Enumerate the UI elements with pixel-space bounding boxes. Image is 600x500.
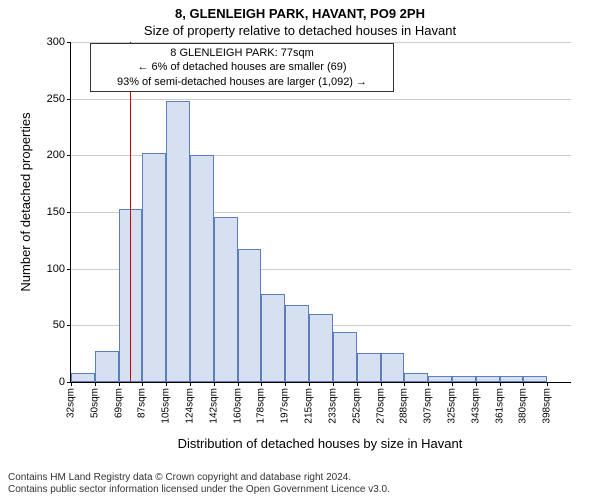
histogram-bar [333,332,357,382]
property-annotation: 8 GLENLEIGH PARK: 77sqm ← 6% of detached… [90,43,394,92]
y-axis-label: Number of detached properties [18,102,33,302]
xtick-label: 380sqm [518,388,529,424]
xtick-label: 105sqm [161,388,172,424]
ytick-mark [67,325,71,326]
xtick-label: 87sqm [137,388,148,418]
attribution-line1: Contains HM Land Registry data © Crown c… [8,472,592,484]
xtick-mark [71,382,72,386]
property-marker-line [130,42,131,382]
xtick-label: 32sqm [66,388,77,418]
ytick-label: 250 [47,93,65,105]
histogram-bar [95,351,119,382]
xtick-mark [309,382,310,386]
histogram-bar [238,249,262,382]
ytick-mark [67,155,71,156]
xtick-mark [285,382,286,386]
xtick-mark [357,382,358,386]
xtick-label: 343sqm [470,388,481,424]
ytick-label: 200 [47,149,65,161]
xtick-mark [381,382,382,386]
xtick-mark [95,382,96,386]
xtick-label: 233sqm [327,388,338,424]
gridline [71,99,571,100]
xtick-mark [428,382,429,386]
xtick-label: 178sqm [256,388,267,424]
histogram-bar [452,376,476,382]
histogram-bar [166,101,190,382]
xtick-mark [500,382,501,386]
xtick-mark [238,382,239,386]
attribution-line2: Contains public sector information licen… [8,484,592,496]
xtick-label: 270sqm [375,388,386,424]
page-subtitle: Size of property relative to detached ho… [0,21,600,42]
histogram-bar [214,217,238,382]
histogram-bar [428,376,452,382]
x-axis-label: Distribution of detached houses by size … [70,436,570,451]
annotation-line2: ← 6% of detached houses are smaller (69) [97,60,387,74]
xtick-label: 160sqm [232,388,243,424]
ytick-label: 50 [53,319,65,331]
ytick-mark [67,269,71,270]
xtick-label: 69sqm [113,388,124,418]
histogram-bar [523,376,547,382]
xtick-mark [214,382,215,386]
histogram-chart: 05010015020025030032sqm50sqm69sqm87sqm10… [70,42,571,383]
xtick-label: 288sqm [399,388,410,424]
histogram-bar [71,373,95,382]
histogram-bar [404,373,428,382]
ytick-label: 0 [59,376,65,388]
ytick-mark [67,99,71,100]
xtick-label: 50sqm [89,388,100,418]
xtick-mark [476,382,477,386]
histogram-bar [285,305,309,382]
ytick-label: 300 [47,36,65,48]
xtick-mark [333,382,334,386]
xtick-label: 142sqm [208,388,219,424]
xtick-mark [523,382,524,386]
histogram-bar [500,376,524,382]
xtick-label: 197sqm [280,388,291,424]
xtick-label: 124sqm [185,388,196,424]
xtick-mark [119,382,120,386]
histogram-bar [357,353,381,382]
xtick-mark [142,382,143,386]
xtick-label: 307sqm [423,388,434,424]
histogram-bar [309,314,333,382]
xtick-mark [404,382,405,386]
xtick-mark [261,382,262,386]
histogram-bar [476,376,500,382]
xtick-label: 325sqm [446,388,457,424]
ytick-label: 150 [47,206,65,218]
xtick-mark [452,382,453,386]
ytick-label: 100 [47,263,65,275]
ytick-mark [67,212,71,213]
annotation-line1: 8 GLENLEIGH PARK: 77sqm [97,46,387,60]
xtick-label: 252sqm [351,388,362,424]
page-title: 8, GLENLEIGH PARK, HAVANT, PO9 2PH [0,0,600,21]
xtick-label: 215sqm [304,388,315,424]
histogram-bar [190,155,214,382]
annotation-line3: 93% of semi-detached houses are larger (… [97,75,387,89]
xtick-mark [166,382,167,386]
histogram-bar [261,294,285,382]
histogram-bar [142,153,166,382]
xtick-label: 398sqm [542,388,553,424]
ytick-mark [67,42,71,43]
histogram-bar [381,353,405,382]
xtick-label: 361sqm [494,388,505,424]
xtick-mark [547,382,548,386]
xtick-mark [190,382,191,386]
attribution-text: Contains HM Land Registry data © Crown c… [8,472,592,496]
